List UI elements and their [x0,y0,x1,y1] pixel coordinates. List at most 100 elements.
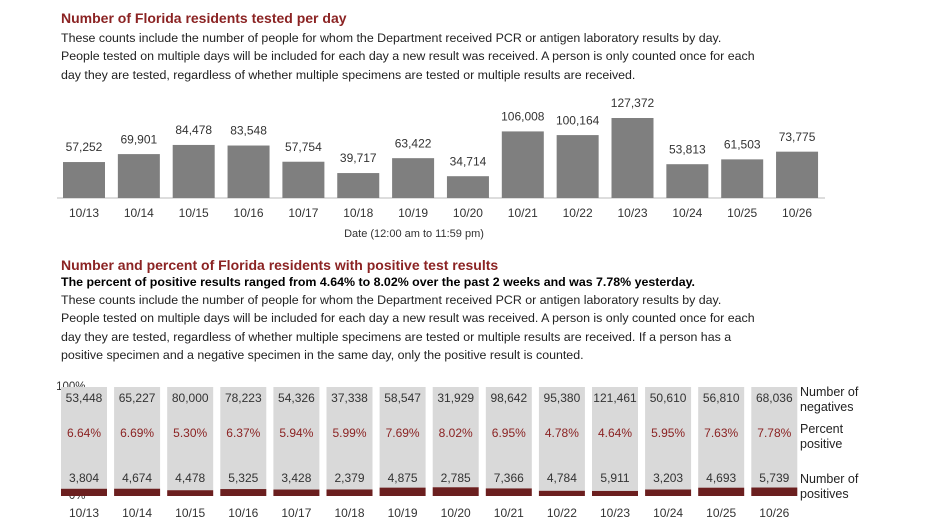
bar-segment [61,387,107,489]
x-tick-label: 10/21 [508,206,538,220]
data-label: 34,714 [450,154,487,168]
data-label: 3,428 [281,471,311,485]
data-label: 37,338 [331,391,368,405]
data-label: 106,008 [501,110,545,124]
x-tick-label: 10/19 [388,506,418,520]
x-tick-label: 10/16 [234,206,264,220]
bar-segment [432,387,479,488]
data-label: 83,548 [230,124,267,138]
legend-label: Percent positive [800,422,844,451]
bar-segment [538,490,585,496]
x-tick-label: 10/14 [122,506,152,520]
x-tick-label: 10/24 [653,506,683,520]
data-label: 57,754 [285,140,322,154]
bar-segment [167,490,214,496]
data-label: 6.69% [120,426,154,440]
data-label: 95,380 [544,391,581,405]
data-label: 61,503 [724,138,761,152]
bar [611,118,654,198]
bar-segment [167,387,214,491]
data-label: 2,379 [334,471,364,485]
description: These counts include the number of peopl… [61,293,755,363]
chart-title: Number of Florida residents tested per d… [61,10,347,26]
bar-segment [751,387,798,488]
data-label: 68,036 [756,391,793,405]
data-label: 5,739 [759,471,789,485]
data-label: 4,674 [122,471,152,485]
bar-segment [220,387,267,490]
bar-segment [432,487,479,496]
bar-segment [220,489,267,496]
bar-segment [751,487,798,496]
data-label: 78,223 [225,391,262,405]
data-label: 4.64% [598,426,632,440]
data-label: 50,610 [650,391,687,405]
bar-segment [698,487,745,496]
data-label: 7,366 [494,471,524,485]
x-tick-label: 10/15 [175,506,205,520]
bar-segment [645,387,692,490]
data-label: 3,804 [69,471,99,485]
x-tick-label: 10/22 [563,206,593,220]
data-label: 8.02% [439,426,473,440]
data-label: 6.37% [226,426,260,440]
data-label: 84,478 [175,123,212,137]
bar [392,158,435,198]
data-label: 31,929 [437,391,474,405]
bar [117,154,160,198]
data-label: 5.99% [332,426,366,440]
data-label: 58,547 [384,391,421,405]
bar-segment [273,387,320,490]
x-tick-label: 10/17 [288,206,318,220]
chart-title: Number and percent of Florida residents … [61,257,499,273]
bar [63,162,105,198]
x-tick-label: 10/14 [124,206,154,220]
x-axis-label: Date (12:00 am to 11:59 pm) [344,228,484,240]
data-label: 4,784 [547,471,577,485]
bar-segment [485,387,532,489]
bar-segment [485,488,532,496]
bar [282,161,325,198]
bar-segment [698,387,745,488]
bar-segment [379,487,426,496]
bar-segment [592,387,638,491]
bar [666,164,709,198]
data-label: 56,810 [703,391,740,405]
data-label: 3,203 [653,471,683,485]
data-label: 5.94% [279,426,313,440]
data-label: 80,000 [172,391,209,405]
legend-label: Number of positives [800,472,859,501]
data-label: 5,911 [600,471,629,485]
data-label: 100,164 [556,113,600,127]
bar [556,135,599,198]
x-tick-label: 10/15 [179,206,209,220]
data-label: 6.64% [67,426,101,440]
x-tick-label: 10/13 [69,506,99,520]
data-label: 98,642 [490,391,527,405]
x-tick-label: 10/21 [494,506,524,520]
bar [501,131,544,198]
bar-segment [645,489,692,496]
data-label: 65,227 [119,391,156,405]
x-tick-label: 10/26 [759,506,789,520]
bar [172,144,215,198]
bar-segment [326,489,373,496]
data-label: 53,448 [66,391,103,405]
data-label: 63,422 [395,136,432,150]
legend-label: Number of negatives [800,385,859,414]
bar-segment [273,489,320,496]
bar-segment [61,488,107,496]
x-tick-label: 10/17 [281,506,311,520]
x-tick-label: 10/20 [453,206,483,220]
x-tick-label: 10/18 [343,206,373,220]
x-tick-label: 10/13 [69,206,99,220]
x-tick-label: 10/26 [782,206,812,220]
x-tick-label: 10/23 [600,506,630,520]
bar-segment [379,387,426,488]
data-label: 4,693 [706,471,736,485]
x-tick-label: 10/18 [334,506,364,520]
x-tick-label: 10/23 [617,206,647,220]
data-label: 5,325 [228,471,258,485]
x-tick-label: 10/25 [727,206,757,220]
